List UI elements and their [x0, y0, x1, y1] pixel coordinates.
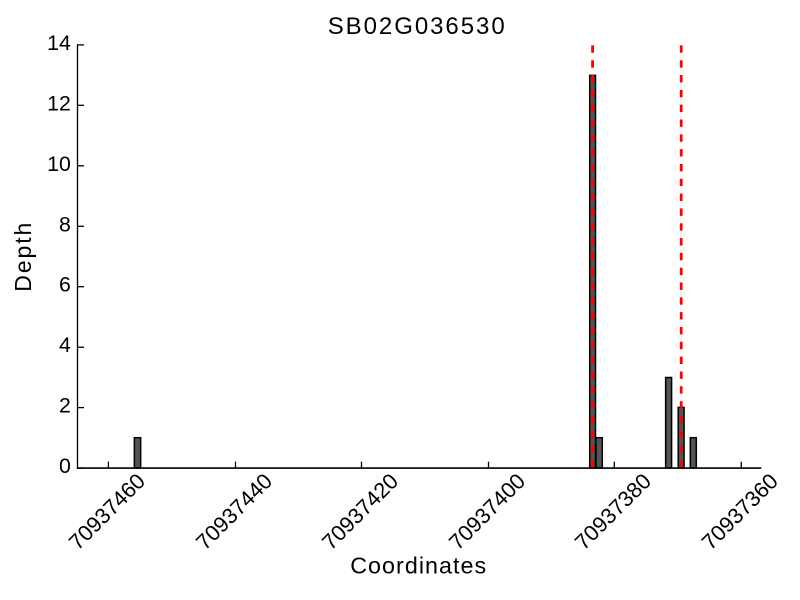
svg-text:8: 8: [59, 212, 71, 236]
svg-text:Coordinates: Coordinates: [350, 553, 486, 579]
svg-text:2: 2: [59, 394, 71, 418]
svg-text:6: 6: [59, 273, 71, 297]
svg-text:Depth: Depth: [10, 223, 36, 292]
svg-text:14: 14: [47, 31, 71, 55]
svg-text:4: 4: [59, 333, 71, 357]
svg-text:10: 10: [47, 152, 71, 176]
svg-text:12: 12: [47, 91, 71, 115]
svg-text:SB02G036530: SB02G036530: [328, 13, 505, 40]
svg-text:0: 0: [59, 454, 71, 478]
